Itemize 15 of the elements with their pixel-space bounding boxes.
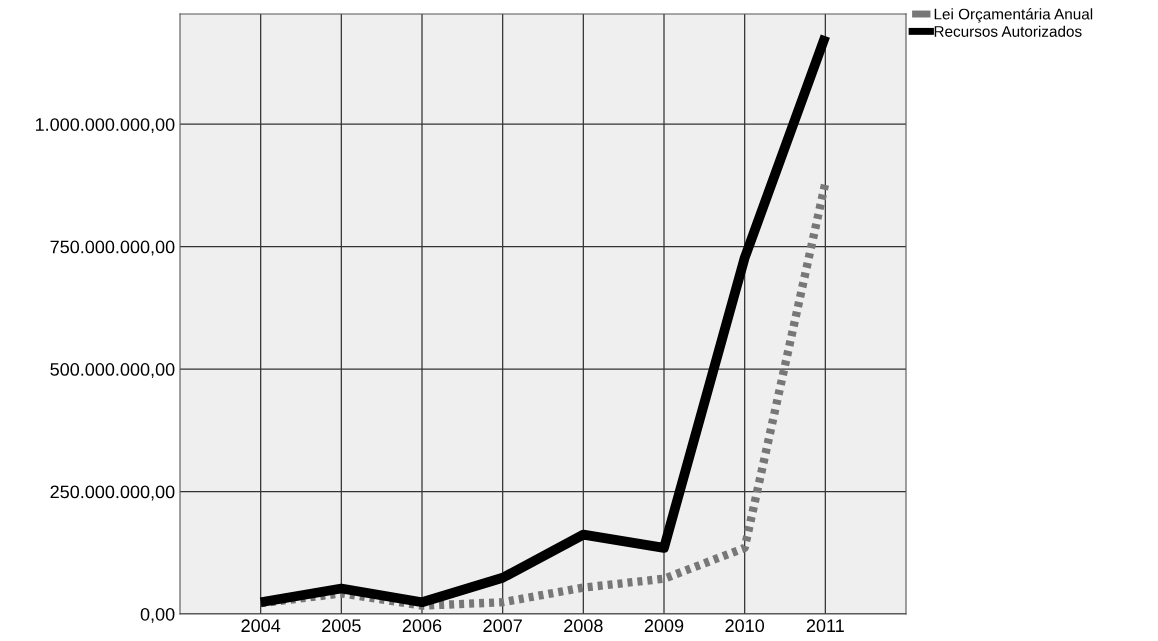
y-tick-label: 500.000.000,00 (50, 363, 175, 378)
x-tick-label: 2009 (644, 619, 684, 633)
y-tick-label: 750.000.000,00 (50, 240, 175, 256)
legend-label: Lei Orçamentária Anual (934, 8, 1093, 23)
y-tick-label: 250.000.000,00 (50, 485, 175, 501)
x-tick-label: 2008 (564, 619, 603, 633)
x-tick-label: 2010 (725, 619, 765, 633)
y-tick-label: 1.000.000.000,00 (35, 118, 175, 134)
x-tick-label: 2005 (322, 619, 361, 633)
y-tick-label: 0,00 (140, 607, 175, 623)
x-tick-label: 2006 (402, 619, 442, 633)
x-tick-label: 2007 (483, 619, 522, 633)
x-tick-label: 2011 (806, 619, 844, 633)
legend-label: Recursos Autorizados (934, 25, 1082, 37)
x-tick-label: 2004 (241, 619, 281, 633)
